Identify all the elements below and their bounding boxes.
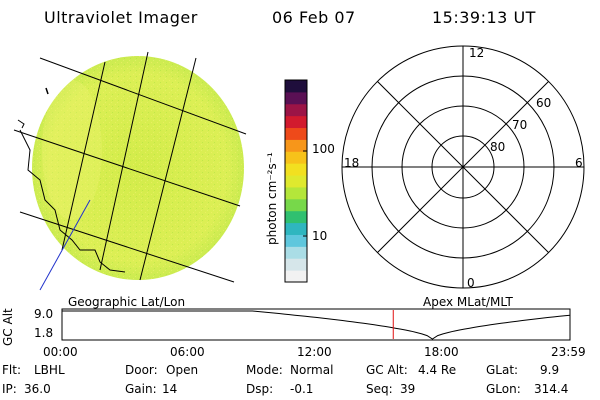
colorbar-segment xyxy=(285,151,307,164)
time-tick: 18:00 xyxy=(424,345,459,359)
colorbar-segment xyxy=(285,139,307,152)
status-door-value: Open xyxy=(166,363,199,377)
mlt-label-18: 18 xyxy=(344,156,360,170)
colorbar-segment xyxy=(285,127,307,140)
status-dsp-value: -0.1 xyxy=(290,382,314,396)
geographic-grid-label: Geographic Lat/Lon xyxy=(68,295,186,309)
status-glat-value: 9.9 xyxy=(540,363,560,377)
colorbar-segment xyxy=(285,163,307,176)
status-seq-label: Seq: xyxy=(366,382,393,396)
colorbar xyxy=(284,79,308,283)
colorbar-segment xyxy=(285,222,307,235)
colorbar-segment xyxy=(285,258,307,271)
status-dsp-label: Dsp: xyxy=(246,382,274,396)
status-door-label: Door: xyxy=(125,363,158,377)
status-mode-label: Mode: xyxy=(246,363,283,377)
date-label: 06 Feb 07 xyxy=(272,8,356,27)
colorbar-segment xyxy=(285,91,307,105)
colorbar-segment xyxy=(285,270,307,283)
terminator-line xyxy=(39,199,91,291)
colorbar-segment xyxy=(285,246,307,259)
status-glat-label: GLat: xyxy=(486,363,519,377)
time-label: 15:39:13 UT xyxy=(432,8,536,27)
time-tick: 06:00 xyxy=(170,345,205,359)
status-ip-value: 36.0 xyxy=(24,382,51,396)
colorbar-segment xyxy=(285,186,307,200)
status-gain-label: Gain: xyxy=(125,382,157,396)
time-tick: 23:59 xyxy=(551,345,586,359)
status-gcalt-label: GC Alt: xyxy=(366,363,408,377)
colorbar-segment xyxy=(285,80,307,93)
altitude-axis-label: GC Alt xyxy=(1,308,15,346)
altitude-tick-top: 9.0 xyxy=(34,307,54,321)
colorbar-tick-100: 100 xyxy=(312,142,335,156)
instrument-title: Ultraviolet Imager xyxy=(44,8,198,27)
altitude-plot-frame xyxy=(61,308,571,341)
status-glon-value: 314.4 xyxy=(534,382,569,396)
altitude-tick-bottom: 1.8 xyxy=(34,326,54,340)
time-tick: 00:00 xyxy=(43,345,78,359)
mlt-label-12: 12 xyxy=(469,46,485,60)
colorbar-segment xyxy=(285,175,307,188)
status-ip-label: IP: xyxy=(2,382,17,396)
status-mode-value: Normal xyxy=(290,363,334,377)
lat-label-70: 70 xyxy=(512,118,528,132)
earth-disk-image xyxy=(17,56,244,280)
mlt-label-0: 0 xyxy=(467,276,475,290)
colorbar-segment xyxy=(285,234,307,247)
status-flt-value: LBHL xyxy=(34,363,65,377)
mlt-label-6: 6 xyxy=(575,156,583,170)
status-gain-value: 14 xyxy=(162,382,178,396)
lat-label-80: 80 xyxy=(490,140,506,154)
status-glon-label: GLon: xyxy=(486,382,521,396)
colorbar-segment xyxy=(285,115,307,129)
colorbar-segment xyxy=(285,103,307,117)
apex-grid-label: Apex MLat/MLT xyxy=(423,295,513,309)
lat-label-60: 60 xyxy=(536,96,552,110)
colorbar-tick-10: 10 xyxy=(312,229,328,243)
altitude-curve xyxy=(62,310,571,340)
colorbar-segment xyxy=(285,198,307,212)
colorbar-unit-label: photon cm⁻²s⁻¹ xyxy=(265,152,279,245)
status-flt-label: Flt: xyxy=(2,363,21,377)
colorbar-segment xyxy=(285,210,307,224)
time-tick: 12:00 xyxy=(297,345,332,359)
polar-grid xyxy=(341,45,585,289)
colorbar-frame xyxy=(284,79,308,283)
status-seq-value: 39 xyxy=(400,382,416,396)
geographic-grid xyxy=(13,51,247,283)
status-gcalt-value: 4.4 Re xyxy=(418,363,457,377)
coastline xyxy=(19,129,126,273)
